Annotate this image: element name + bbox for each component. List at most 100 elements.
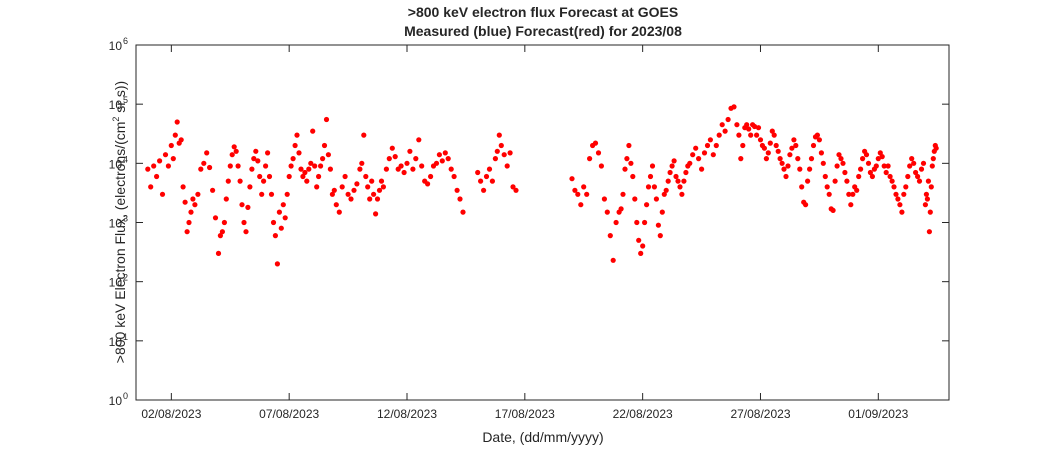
data-point [312, 163, 318, 169]
data-point [227, 163, 233, 169]
data-point [893, 191, 899, 197]
data-point [601, 196, 608, 202]
y-tick-exponent: 4 [123, 154, 128, 164]
y-tick-exponent: 5 [123, 95, 128, 105]
data-point [838, 156, 844, 162]
data-point [407, 148, 413, 154]
data-point [669, 163, 675, 169]
x-tick-label: 02/08/2023 [141, 407, 201, 421]
data-point [836, 152, 842, 158]
data-point [854, 187, 860, 193]
data-point [419, 163, 425, 169]
data-point [316, 173, 322, 180]
y-tick-label: 10 [109, 98, 123, 112]
data-point [210, 187, 216, 193]
data-point [926, 229, 933, 235]
data-point [486, 166, 493, 172]
y-axis-label-main: >800 keV Electron Flux, (electrons/(cm [112, 122, 128, 364]
data-point [475, 169, 481, 176]
data-point [754, 132, 760, 138]
data-point [383, 166, 389, 172]
data-point [816, 137, 823, 143]
data-point [653, 196, 660, 202]
plot-area [136, 45, 949, 400]
data-point [389, 145, 395, 151]
data-point [318, 163, 324, 169]
data-point [188, 209, 194, 215]
data-point [290, 156, 296, 162]
data-point [887, 173, 893, 180]
data-point [675, 178, 681, 184]
data-point [302, 169, 308, 176]
data-point [439, 158, 445, 164]
data-point [783, 173, 789, 180]
data-point [241, 219, 247, 226]
data-point [889, 178, 895, 184]
data-point [386, 156, 392, 162]
data-point [755, 125, 762, 131]
data-point [916, 178, 923, 184]
x-tick-label: 01/09/2023 [848, 407, 908, 421]
data-point [901, 191, 907, 197]
data-point [913, 169, 919, 176]
data-point [288, 163, 294, 169]
data-point [875, 156, 881, 162]
data-point [920, 160, 927, 166]
data-point [665, 178, 671, 184]
data-point [276, 209, 282, 215]
data-point [690, 152, 696, 158]
data-point [392, 154, 398, 160]
data-point [713, 142, 719, 149]
data-point [865, 160, 872, 166]
data-point [323, 116, 330, 123]
data-point [628, 160, 634, 166]
data-point [807, 166, 813, 172]
data-point [789, 145, 795, 151]
data-point [763, 156, 770, 162]
data-point [581, 184, 587, 190]
data-point [300, 173, 306, 180]
data-point [180, 184, 186, 190]
data-point [826, 191, 832, 197]
data-point [620, 191, 626, 197]
data-point [933, 145, 939, 151]
x-tick-label: 12/08/2023 [377, 407, 437, 421]
data-point [897, 202, 903, 208]
data-point [592, 140, 599, 146]
data-point [757, 137, 764, 143]
data-point [257, 173, 263, 180]
data-point [342, 173, 348, 180]
data-point [204, 150, 210, 156]
data-point [704, 142, 711, 149]
data-point [850, 191, 856, 197]
data-point [891, 184, 897, 190]
data-point [655, 222, 662, 228]
data-point [761, 145, 768, 151]
data-point [247, 184, 253, 190]
data-point [928, 184, 934, 190]
data-point [736, 132, 742, 138]
data-point [178, 137, 184, 143]
data-point [239, 202, 245, 208]
data-point [457, 196, 463, 202]
data-point [738, 156, 744, 162]
data-point [186, 219, 192, 226]
data-point [151, 163, 157, 169]
data-point [740, 142, 746, 149]
data-point [707, 137, 714, 143]
data-point [820, 160, 826, 166]
data-point [286, 173, 292, 180]
y-tick-label: 10 [109, 276, 123, 290]
data-point [428, 173, 434, 180]
data-point [165, 163, 171, 169]
data-point [184, 229, 190, 235]
data-point [797, 166, 803, 172]
data-point [243, 229, 249, 235]
data-point [624, 156, 630, 162]
data-point [348, 196, 354, 202]
data-point [752, 123, 758, 130]
data-point [433, 160, 440, 166]
data-point [805, 178, 811, 184]
data-point [369, 178, 375, 184]
